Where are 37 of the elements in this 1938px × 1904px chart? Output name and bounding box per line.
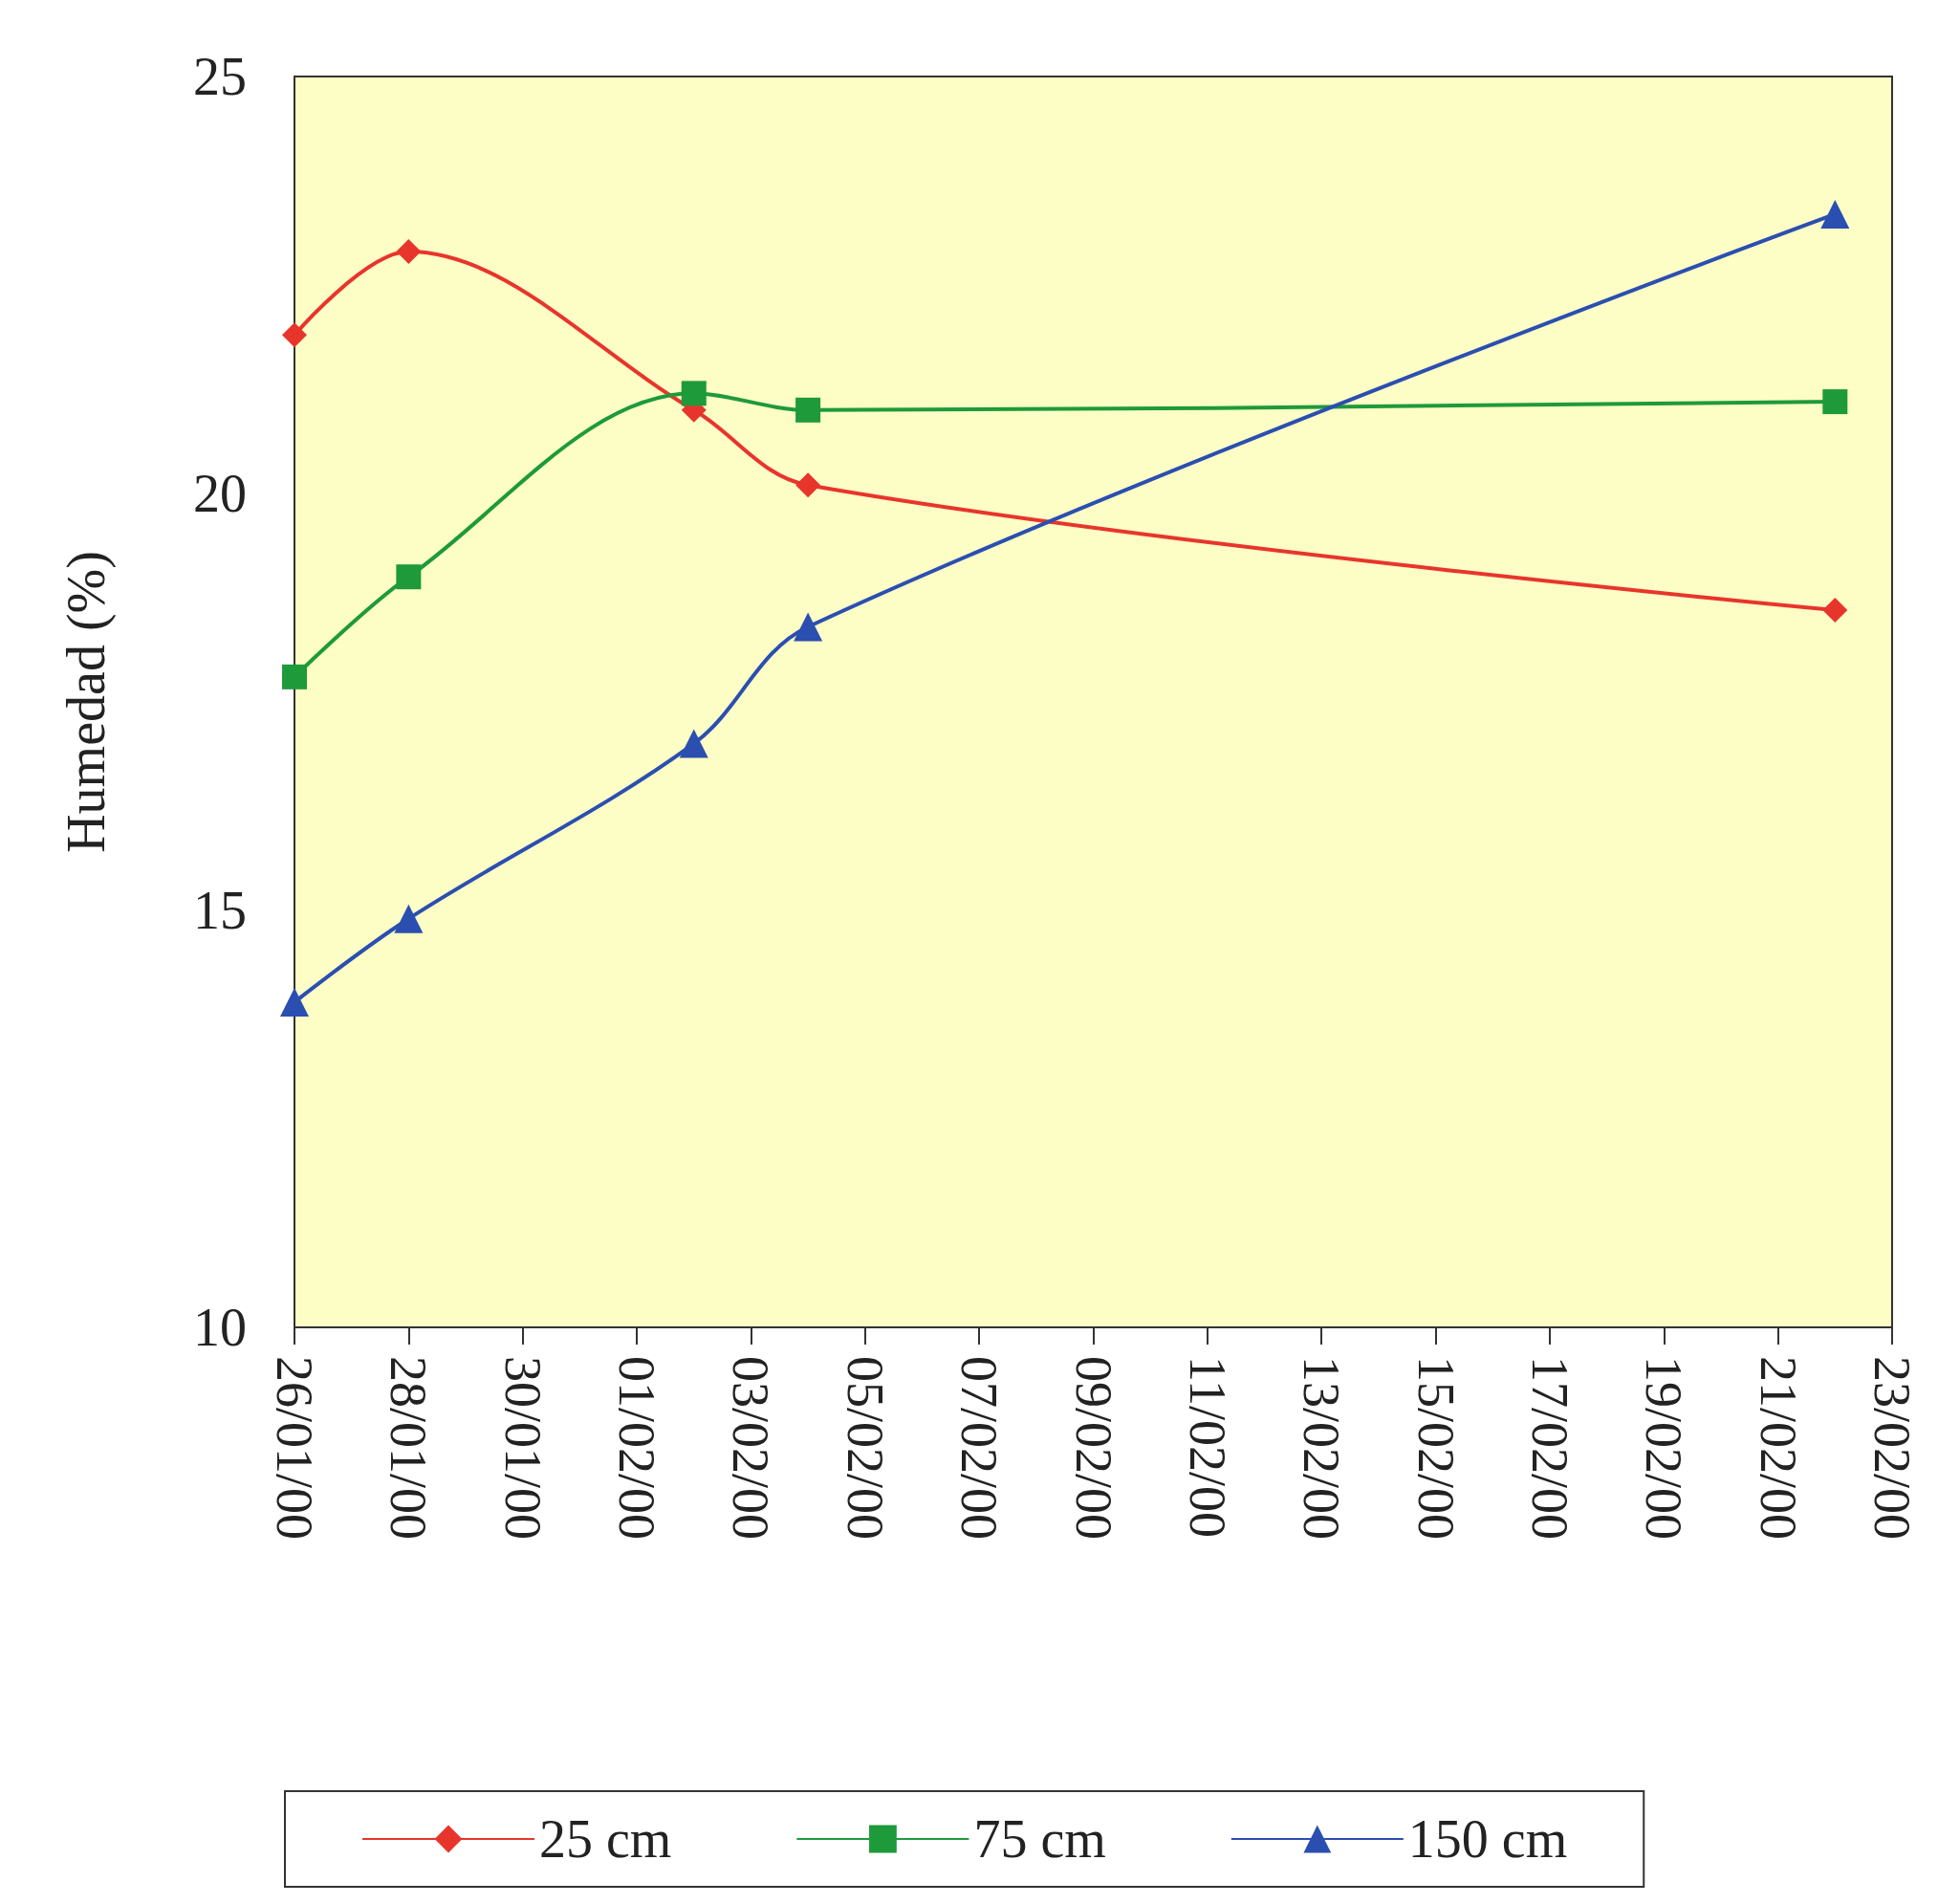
point xyxy=(1822,389,1848,415)
legend-label: 75 cm xyxy=(973,1809,1106,1869)
point xyxy=(795,472,821,498)
x-tick-label: 15/02/00 xyxy=(1406,1356,1465,1541)
point xyxy=(679,729,708,758)
point xyxy=(1820,199,1850,229)
point xyxy=(280,987,309,1017)
x-tick-label: 30/01/00 xyxy=(493,1356,552,1541)
point xyxy=(396,564,422,590)
x-tick-label: 07/02/00 xyxy=(950,1356,1009,1541)
point xyxy=(681,381,707,406)
x-tick-label: 21/02/00 xyxy=(1749,1356,1807,1541)
x-tick-label: 01/02/00 xyxy=(608,1356,666,1541)
y-tick-label: 15 xyxy=(193,881,247,940)
y-tick-label: 20 xyxy=(193,464,247,523)
point xyxy=(1822,598,1848,624)
x-tick-label: 13/02/00 xyxy=(1293,1356,1351,1541)
x-tick-label: 26/01/00 xyxy=(266,1356,323,1541)
point xyxy=(394,904,424,933)
y-tick-label: 10 xyxy=(193,1298,247,1357)
x-tick-label: 17/02/00 xyxy=(1520,1356,1579,1541)
x-tick-label: 11/02/00 xyxy=(1178,1356,1236,1539)
x-tick-label: 09/02/00 xyxy=(1064,1356,1122,1541)
x-tick-label: 23/02/00 xyxy=(1863,1356,1921,1541)
legend-label: 25 cm xyxy=(539,1809,672,1869)
x-tick-label: 28/01/00 xyxy=(380,1356,438,1541)
point xyxy=(282,322,307,348)
x-tick-label: 05/02/00 xyxy=(836,1356,894,1541)
point xyxy=(794,612,823,642)
y-tick-label: 25 xyxy=(193,47,247,106)
x-tick-label: 03/02/00 xyxy=(722,1356,780,1541)
point xyxy=(282,664,307,689)
point xyxy=(795,397,821,423)
y-axis-title: Humedad (%) xyxy=(56,551,117,853)
point xyxy=(396,239,422,265)
legend-label: 150 cm xyxy=(1407,1809,1568,1869)
x-tick-label: 19/02/00 xyxy=(1635,1356,1693,1541)
